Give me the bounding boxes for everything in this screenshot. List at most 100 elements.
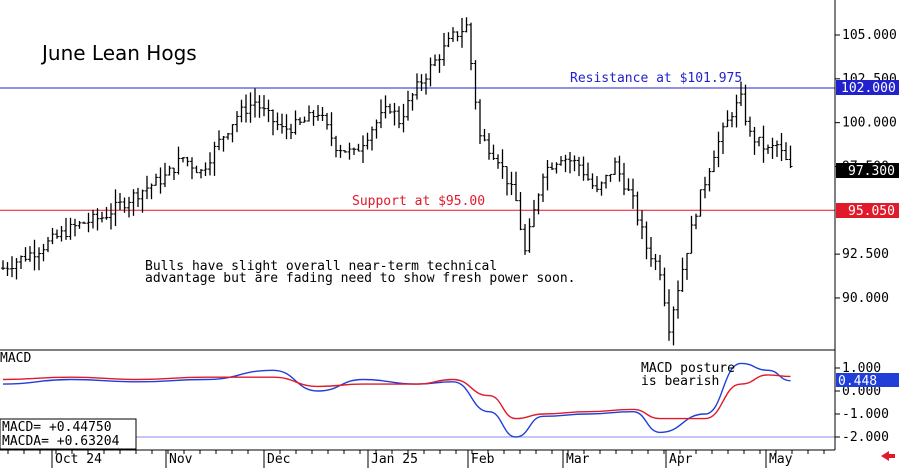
ohlc-bar: [91, 209, 95, 229]
ohlc-bar: [284, 114, 289, 140]
ohlc-bar: [671, 306, 676, 346]
ohlc-bar: [739, 81, 743, 107]
ohlc-bar: [586, 162, 590, 181]
ohlc-bar: [437, 54, 442, 73]
ohlc-bar: [172, 167, 176, 181]
ohlc-bar: [424, 73, 428, 95]
ohlc-bar: [455, 31, 460, 42]
ohlc-bar: [374, 119, 379, 139]
ohlc-bar: [784, 142, 788, 161]
support-price-tag: 95.050: [836, 203, 899, 219]
ohlc-bar: [82, 221, 86, 224]
ohlc-bar: [46, 236, 50, 253]
ohlc-bar: [388, 103, 392, 114]
ohlc-bar: [212, 141, 217, 176]
ohlc-bar: [262, 95, 266, 117]
ohlc-bar: [136, 187, 140, 208]
date-tick-label: May: [769, 452, 793, 467]
ohlc-bar: [451, 27, 455, 42]
macd-annotation-line-1: MACD posture: [641, 361, 735, 376]
left-arrow-icon[interactable]: [881, 451, 895, 461]
ohlc-bar: [707, 168, 712, 192]
ohlc-bar: [23, 247, 28, 262]
ohlc-bar: [595, 176, 599, 193]
date-tick-label: Apr: [669, 452, 693, 467]
macd-tick-label: -2.000: [842, 430, 889, 445]
ohlc-bar: [509, 171, 514, 196]
ohlc-bar: [347, 142, 352, 160]
ohlc-bar: [140, 189, 145, 213]
ohlc-bar: [55, 229, 59, 239]
ohlc-bar: [473, 60, 478, 110]
ohlc-bar: [604, 174, 608, 189]
ohlc-bar: [41, 243, 46, 262]
ohlc-bar: [703, 176, 707, 199]
ohlc-bar: [320, 107, 325, 122]
price-tick-label: 92.500: [842, 247, 889, 262]
ohlc-bar: [14, 258, 19, 280]
ohlc-bar: [5, 262, 10, 276]
price-tick-label: 105.000: [842, 28, 897, 43]
date-tick-label: Dec: [267, 452, 290, 467]
macd-pane: [0, 362, 835, 438]
date-axis: Oct 24 Nov Dec Jan 25 Feb Mar Apr May: [7, 450, 825, 468]
ohlc-bar: [59, 225, 64, 242]
ohlc-bar: [208, 152, 212, 176]
ohlc-bar: [491, 144, 496, 160]
macd-value-tag-text: 0.448: [838, 374, 877, 389]
ohlc-bar: [680, 257, 685, 292]
ohlc-bar: [235, 111, 239, 133]
ohlc-bar: [590, 173, 595, 189]
date-tick-label: Nov: [169, 452, 193, 467]
ohlc-bar: [226, 132, 230, 140]
ohlc-bar: [649, 237, 653, 267]
ohlc-bar: [343, 150, 347, 153]
macd-readout: MACD= +0.44750 MACDA= +0.63204: [0, 418, 137, 450]
ohlc-bar: [406, 90, 410, 121]
annotation-line-1: Bulls have slight overall near-term tech…: [145, 259, 497, 274]
macd-tick-label: 1.000: [842, 361, 881, 376]
chart-title: June Lean Hogs: [40, 41, 197, 65]
ohlc-bar: [478, 99, 482, 145]
ohlc-bar: [658, 254, 662, 281]
ohlc-bar: [307, 105, 311, 122]
ohlc-bar: [514, 171, 518, 202]
ohlc-bar: [577, 156, 581, 177]
ohlc-bar: [298, 117, 302, 126]
ohlc-bar: [410, 93, 415, 111]
ohlc-bar: [442, 32, 446, 66]
ohlc-bar: [118, 193, 122, 211]
support-label: Support at $95.00: [352, 194, 485, 209]
date-tick-label: Jan 25: [371, 452, 418, 467]
ohlc-bar: [149, 183, 154, 200]
ohlc-bar: [743, 84, 748, 126]
ohlc-bar: [271, 109, 275, 136]
ohlc-bar: [100, 211, 104, 223]
ohlc-bar: [545, 159, 550, 191]
macd-series-line: [2, 374, 791, 420]
ohlc-bar: [487, 133, 491, 160]
macd-readout-value: MACD= +0.44750: [2, 420, 112, 435]
ohlc-bar: [523, 224, 527, 255]
ohlc-bar: [712, 150, 716, 173]
ohlc-bar: [631, 178, 635, 209]
ohlc-bar: [415, 73, 419, 100]
ohlc-bar: [568, 151, 572, 174]
macd-value-tag: 0.448: [836, 373, 899, 389]
ohlc-bar: [599, 181, 604, 196]
ohlc-bar: [640, 210, 644, 240]
ohlc-bar: [464, 17, 469, 33]
ohlc-bar: [154, 173, 158, 186]
ohlc-bar: [622, 162, 626, 196]
ohlc-bar: [77, 220, 82, 229]
ohlc-bar: [127, 196, 131, 218]
ohlc-bar: [716, 131, 721, 168]
ohlc-bar: [788, 145, 793, 169]
ohlc-bar: [446, 32, 451, 48]
ohlc-bar: [653, 253, 658, 271]
ohlc-bar: [185, 156, 190, 167]
ohlc-bar: [50, 227, 55, 245]
ohlc-bar: [338, 144, 343, 158]
ohlc-bar: [68, 217, 73, 240]
ohlc-bar: [158, 167, 163, 194]
